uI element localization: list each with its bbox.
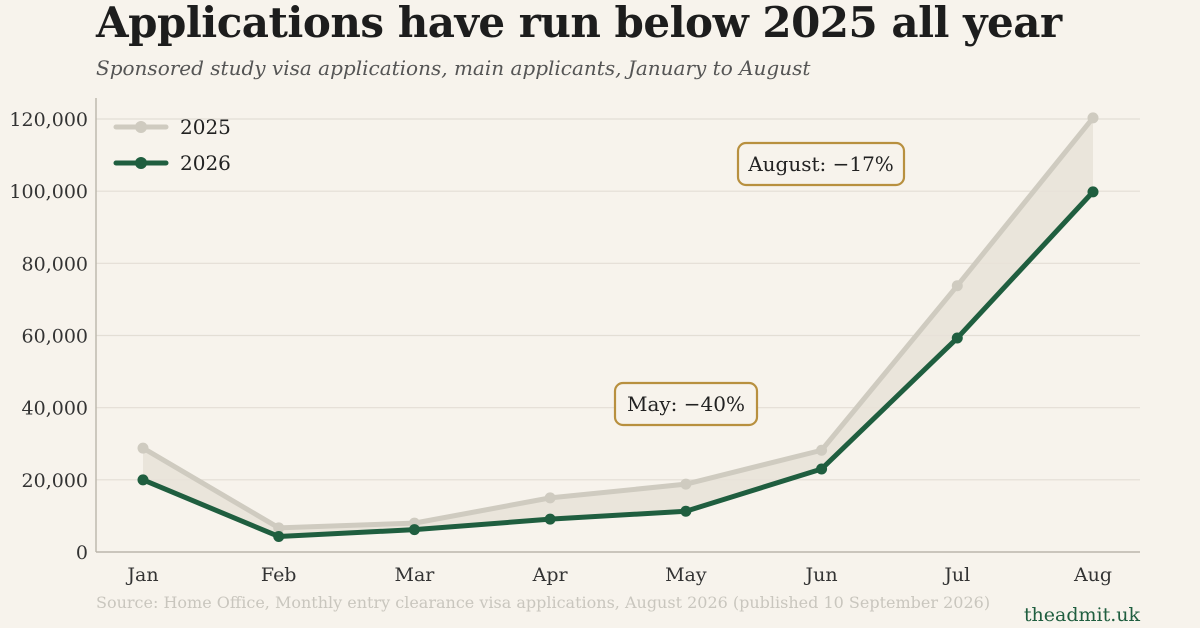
y-tick-label: 0 xyxy=(76,542,88,564)
x-tick-label: Apr xyxy=(532,564,569,586)
chart-title: Applications have run below 2025 all yea… xyxy=(96,0,1062,47)
legend: 2025 2026 xyxy=(113,115,231,175)
chart-subtitle: Sponsored study visa applications, main … xyxy=(96,56,811,80)
axes: 0 20,000 40,000 60,000 80,000 100,000 120,000 J… xyxy=(9,98,1140,586)
data-point-2026 xyxy=(408,524,420,536)
y-tick-label: 120,000 xyxy=(9,109,88,131)
data-point-2025 xyxy=(951,280,963,292)
data-point-2026 xyxy=(273,530,285,542)
y-tick-label: 40,000 xyxy=(22,398,88,420)
data-point-2026 xyxy=(951,332,963,344)
y-tick-label: 60,000 xyxy=(22,326,88,348)
x-tick-label: Jan xyxy=(125,564,158,586)
y-tick-label: 100,000 xyxy=(9,181,88,203)
annotations: May: −40% August: −17% xyxy=(613,141,906,427)
source-note: Source: Home Office, Monthly entry clear… xyxy=(96,593,991,612)
data-point-2026 xyxy=(544,513,556,525)
gap-area xyxy=(143,117,1093,537)
y-tick-label: 80,000 xyxy=(22,253,88,275)
data-point-2026 xyxy=(137,474,149,486)
annotation-label: August: −17% xyxy=(747,152,894,176)
data-point-2026 xyxy=(1087,186,1099,198)
data-point-2025 xyxy=(273,522,285,534)
data-point-2025 xyxy=(1087,112,1099,124)
data-point-2026 xyxy=(816,463,828,475)
x-tick-label: May xyxy=(665,564,707,586)
gap-area-fill xyxy=(143,117,1093,537)
series-lines xyxy=(137,112,1099,542)
data-point-2025 xyxy=(137,442,149,454)
brand-logo-text: theadmit.uk xyxy=(1023,604,1140,626)
x-tick-label: Jul xyxy=(942,564,970,586)
legend-marker-2025 xyxy=(135,121,147,133)
data-point-2025 xyxy=(680,478,692,490)
data-point-2026 xyxy=(680,505,692,517)
x-tick-label: Feb xyxy=(261,564,297,586)
series-line-2026 xyxy=(140,189,1096,539)
x-tick-label: Jun xyxy=(804,564,838,586)
gridlines xyxy=(96,118,1140,481)
legend-marker-2026 xyxy=(135,157,147,169)
legend-label-2025: 2025 xyxy=(180,115,231,139)
data-point-2025 xyxy=(544,492,556,504)
annotation-box xyxy=(736,141,906,187)
series-line-2025 xyxy=(140,115,1096,531)
data-point-2025 xyxy=(816,444,828,456)
y-tick-label: 20,000 xyxy=(22,470,88,492)
annotation-label: May: −40% xyxy=(627,392,745,416)
legend-label-2026: 2026 xyxy=(180,151,231,175)
annotation-box xyxy=(613,381,759,427)
x-tick-label: Aug xyxy=(1073,564,1112,586)
x-tick-label: Mar xyxy=(394,564,435,586)
